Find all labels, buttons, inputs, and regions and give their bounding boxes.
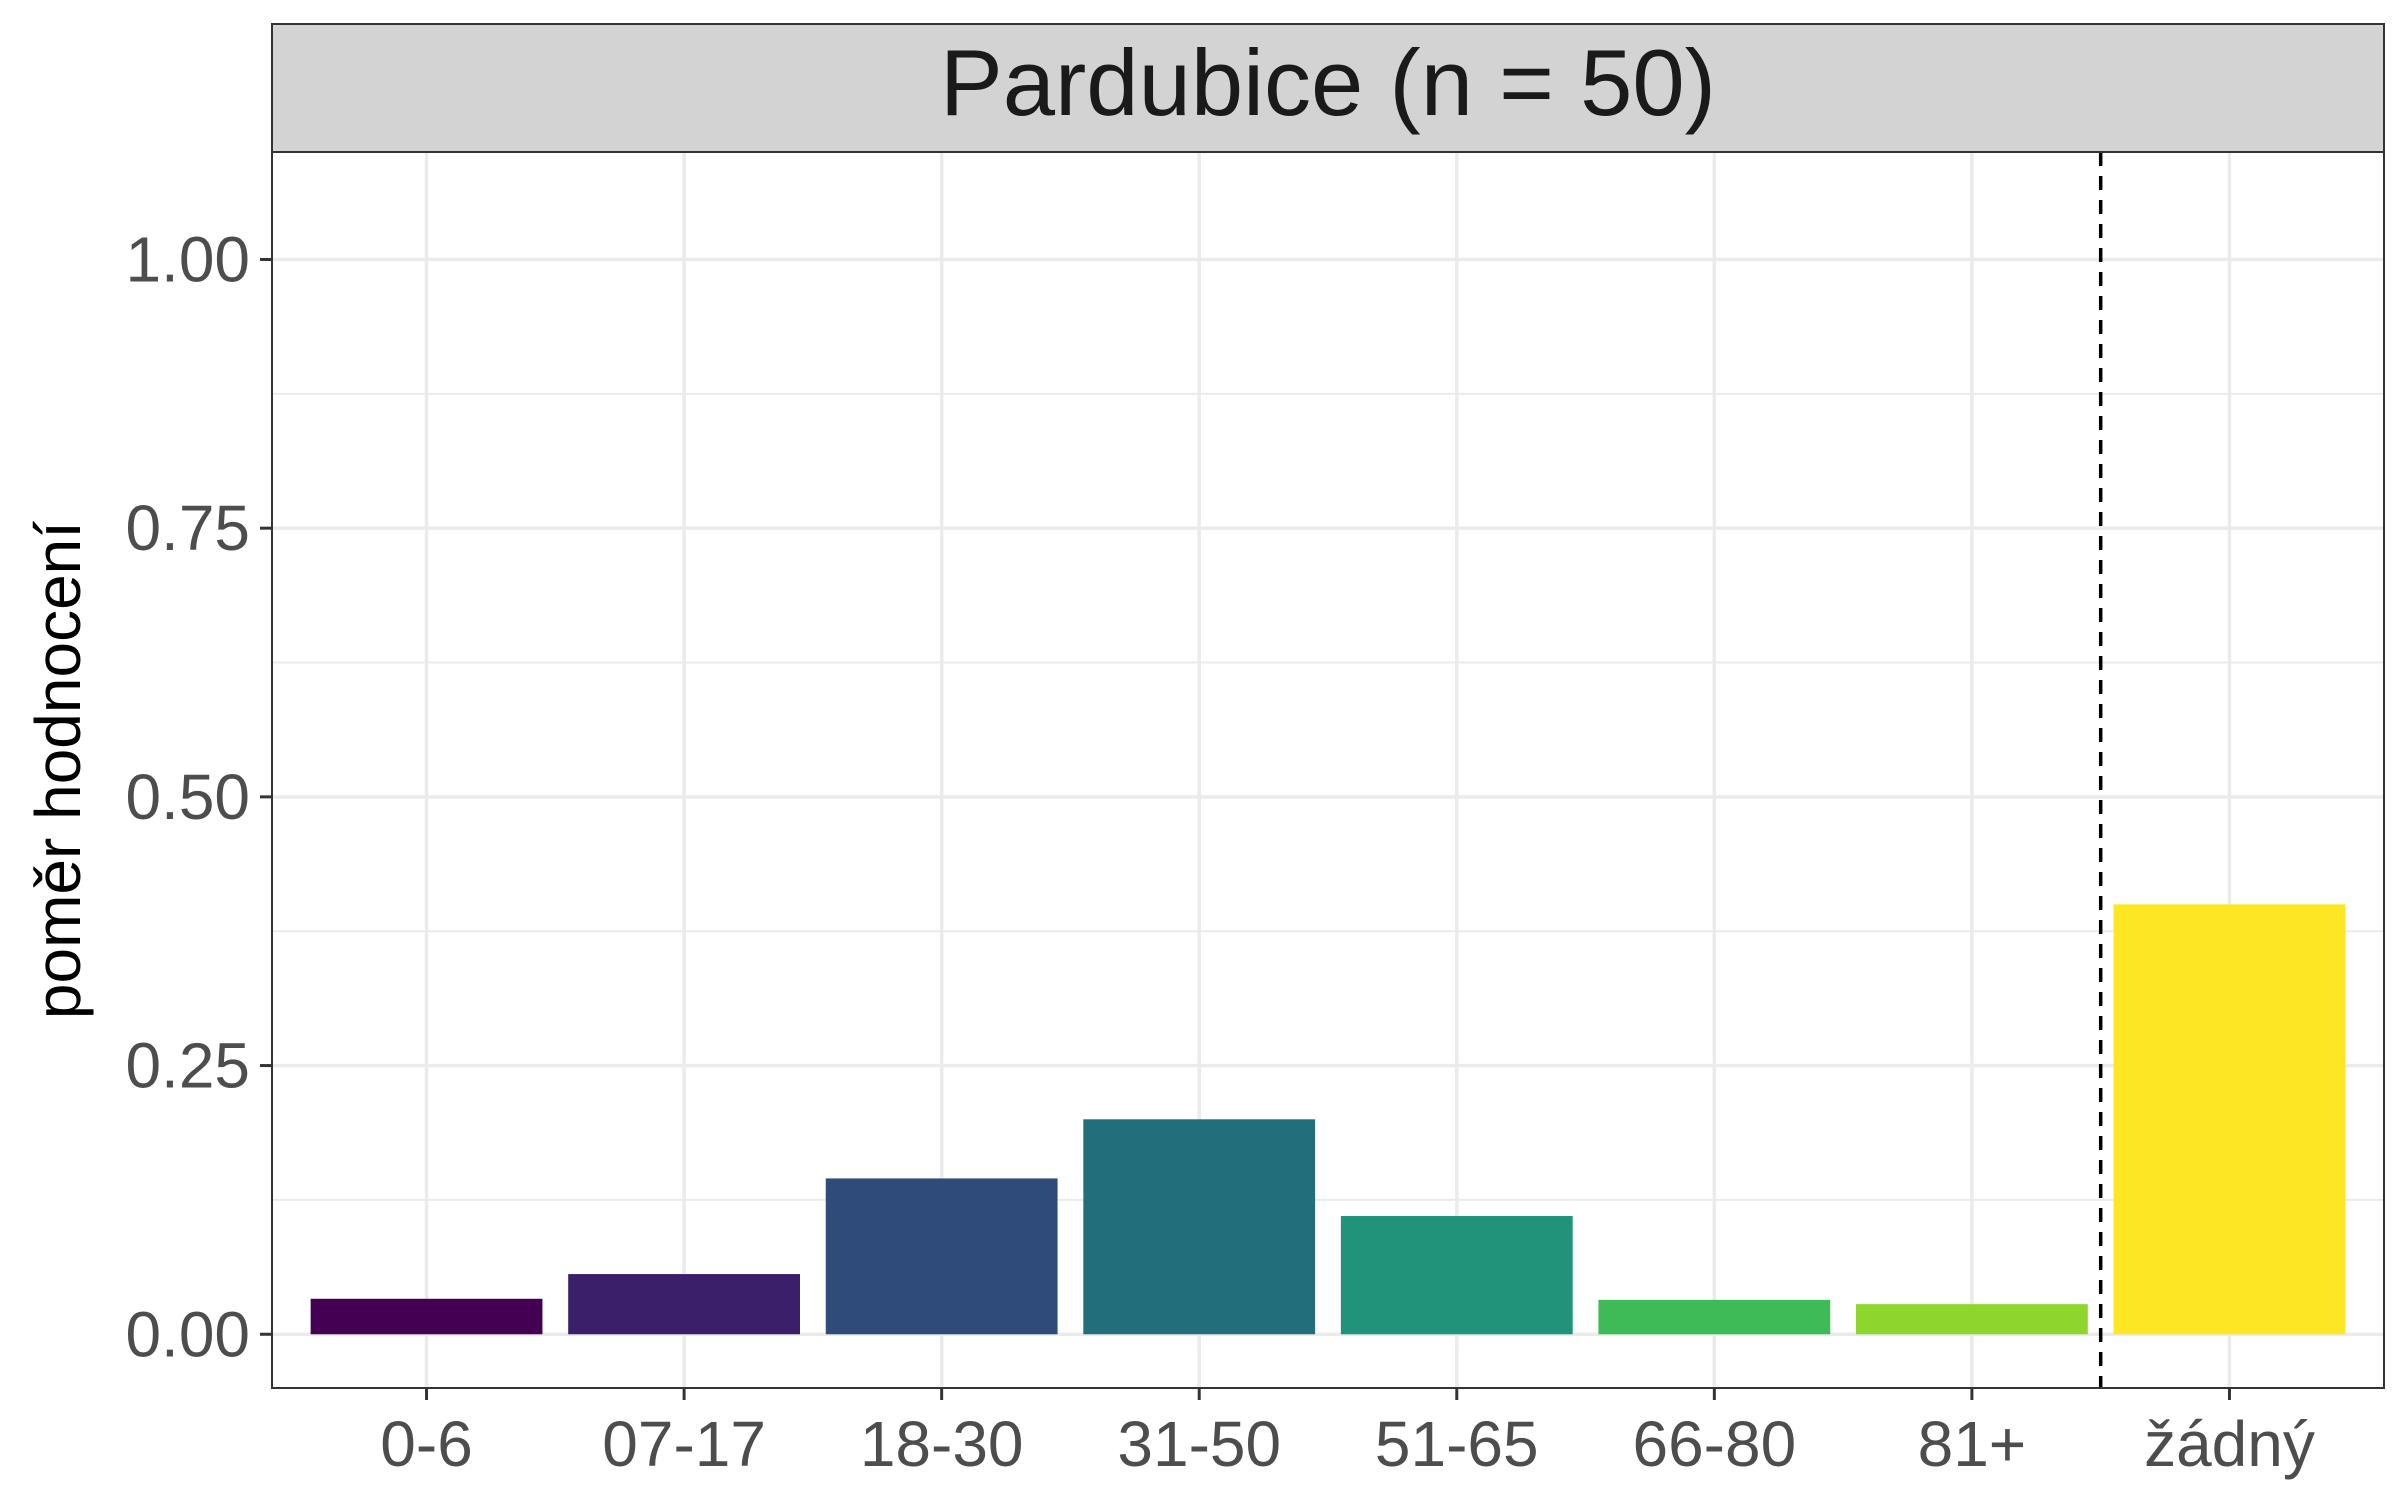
x-tick-label: 66-80 (1632, 1408, 1796, 1480)
x-tick-label: žádný (2144, 1408, 2315, 1480)
bar-31-50 (1083, 1119, 1316, 1335)
y-axis-label: poměr hodnocení (22, 521, 94, 1019)
panel-strip (271, 23, 2385, 153)
bar-66-80 (1598, 1299, 1831, 1335)
bars (310, 904, 2346, 1335)
x-tick-label: 51-65 (1375, 1408, 1539, 1480)
axes: 0.00 0.25 0.50 0.75 1.00 0-6 07-17 18-30 31-50 51… (125, 223, 2314, 1480)
x-tick-label: 31-50 (1117, 1408, 1281, 1480)
panel-border (271, 151, 2385, 1389)
y-tick-label: 1.00 (125, 223, 250, 295)
y-tick-label: 0.75 (125, 492, 250, 564)
chart-title: Pardubice (n = 50) (940, 30, 1716, 135)
bar-0-6 (310, 1298, 543, 1335)
bar-žádný (2113, 904, 2346, 1335)
y-tick-label: 0.50 (125, 761, 250, 833)
x-tick-label: 18-30 (860, 1408, 1024, 1480)
x-tick-label: 0-6 (380, 1408, 473, 1480)
bar-81+ (1856, 1304, 2088, 1335)
x-tick-label: 81+ (1918, 1408, 2027, 1480)
grid-lines (272, 152, 2384, 1388)
bar-18-30 (825, 1178, 1058, 1335)
y-tick-label: 0.25 (125, 1030, 250, 1102)
x-tick-label: 07-17 (602, 1408, 766, 1480)
bar-07-17 (568, 1274, 800, 1335)
bar-51-65 (1340, 1216, 1573, 1335)
y-tick-label: 0.00 (125, 1298, 250, 1370)
